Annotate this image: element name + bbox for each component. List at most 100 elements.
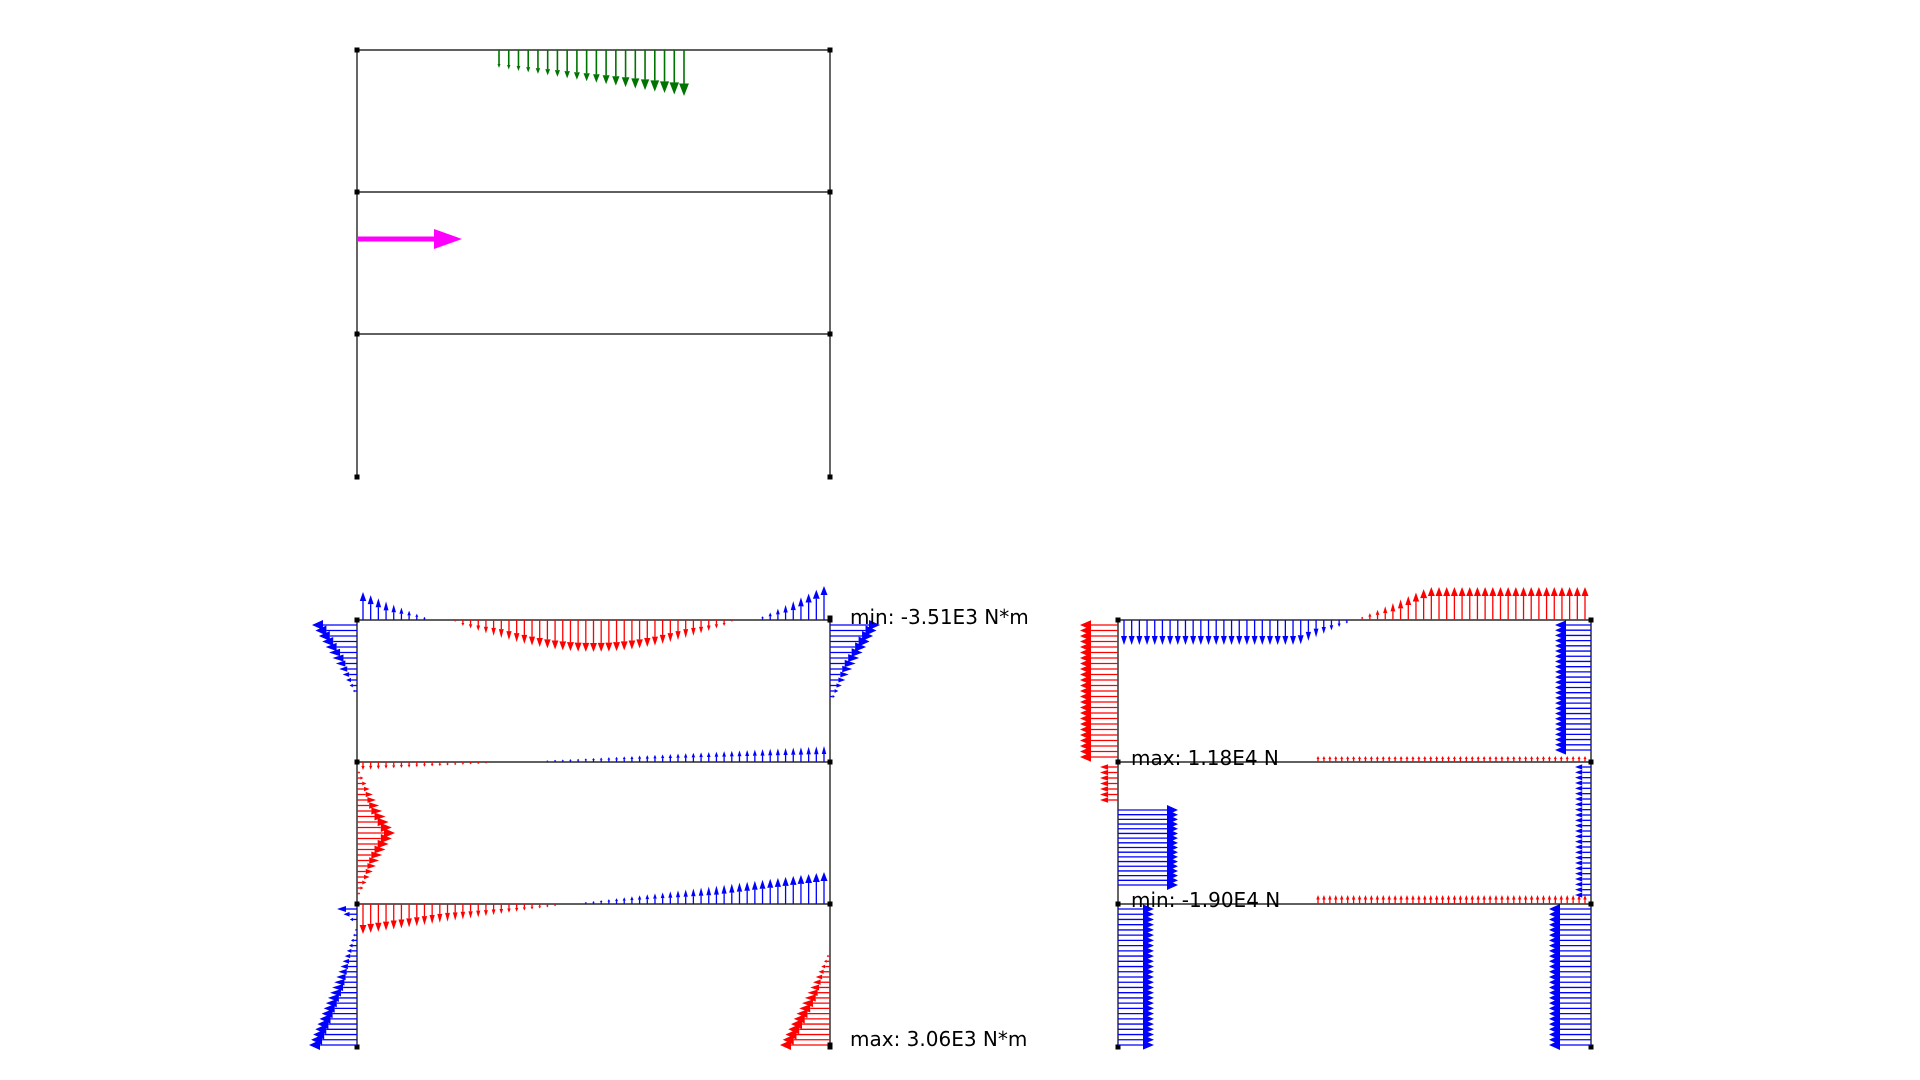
axial-right-col2-arrow-head	[1575, 764, 1583, 770]
moment-right-col3-arrow-head	[812, 979, 821, 985]
axial-top-beam-arrow-head	[1581, 587, 1589, 596]
axial-right-col2-arrow-head	[1575, 801, 1583, 807]
moment-right-col-neg-arrow-head	[858, 636, 870, 647]
moment-right-col3-arrow-head	[807, 989, 818, 996]
moment-low-beam-arrow-head	[774, 877, 781, 887]
axial-mid-beam-arrow-head	[1346, 756, 1350, 759]
moment-left-col2-arrow-head	[374, 812, 386, 821]
axial-top-beam-arrow-head	[1121, 636, 1127, 645]
model-frame-node	[354, 474, 360, 480]
moment-min-marker	[827, 615, 833, 621]
moment-right-col-neg-arrow-head	[862, 631, 874, 641]
moment-low-beam-arrow-head	[698, 887, 704, 896]
moment-mid-beam-arrow-head	[569, 759, 572, 761]
moment-top-beam-arrow-head	[375, 598, 382, 608]
axial-low-beam-arrow-head	[1393, 895, 1397, 900]
axial-right-col2-arrow-head	[1575, 775, 1583, 781]
axial-right-col2-arrow-head	[1575, 791, 1583, 797]
axial-mid-beam-arrow-head	[1429, 756, 1433, 759]
axial-max-label: max: 1.18E4 N	[1131, 746, 1279, 770]
moment-mid-beam-arrow-head	[745, 749, 750, 756]
moment-left-col2-arrow-head	[360, 776, 364, 780]
axial-top-beam-arrow-head	[1481, 587, 1489, 596]
moment-mid-beam-arrow-head	[453, 763, 457, 766]
moment-max-label: max: 3.06E3 N*m	[850, 1027, 1028, 1051]
distributed-load-arrow-head	[650, 80, 660, 92]
moment-low-beam-arrow-head	[460, 911, 466, 920]
axial-mid-beam-arrow-head	[1452, 756, 1456, 759]
moment-left-col2-arrow-head	[360, 886, 364, 890]
moment-top-beam-arrow-head	[613, 642, 621, 652]
moment-low-beam-arrow-head	[736, 882, 743, 892]
moment-left-col2-arrow-head	[377, 839, 389, 849]
moment-mid-beam-arrow-head	[630, 755, 634, 759]
axial-mid-beam-arrow-head	[1518, 756, 1522, 759]
axial-top-beam-arrow-head	[1243, 636, 1250, 645]
axial-top-beam-arrow-head	[1450, 587, 1458, 596]
moment-mid-beam-arrow-head	[645, 755, 649, 759]
moment-right-col-neg-arrow-head	[832, 695, 835, 698]
axial-low-beam-arrow-head	[1494, 895, 1498, 900]
axial-left-col2-red-arrow-head	[1100, 769, 1109, 776]
axial-top-beam-arrow-head	[1535, 587, 1543, 596]
moment-top-beam-arrow-head	[582, 642, 590, 652]
axial-mid-beam-arrow-head	[1458, 756, 1462, 759]
axial-low-beam-arrow-head	[1399, 895, 1403, 900]
axial-mid-beam-arrow-head	[1328, 756, 1332, 759]
distributed-load-arrow-head	[535, 68, 541, 74]
moment-top-beam-arrow-head	[566, 642, 574, 652]
moment-mid-beam-arrow-head	[553, 759, 557, 761]
moment-left-col2-arrow-head	[371, 807, 383, 815]
moment-left-col-arrow-head	[349, 683, 353, 688]
moment-left-col2-arrow-head	[369, 857, 380, 864]
axial-top-beam-arrow-head	[1427, 587, 1435, 596]
moment-top-beam-arrow-head	[644, 638, 651, 648]
moment-low-beam-arrow-head	[782, 876, 789, 886]
moment-top-beam-arrow-head	[636, 639, 643, 649]
moment-mid-beam-arrow-head	[775, 748, 780, 756]
moment-top-beam-arrow-head	[506, 631, 512, 641]
moment-top-beam-arrow-head	[399, 607, 404, 614]
axial-right-col2-arrow-head	[1575, 865, 1583, 871]
axial-top-beam-arrow-head	[1435, 587, 1443, 596]
axial-top-beam-arrow-head	[1566, 587, 1574, 596]
axial-top-beam-arrow-head	[1458, 587, 1466, 596]
moment-low-beam-arrow-head	[421, 916, 428, 926]
moment-low-beam-arrow-head	[637, 895, 642, 900]
axial-top-beam-arrow-head	[1504, 587, 1512, 596]
axial-top-beam-arrow-head	[1443, 587, 1451, 596]
axial-low-beam-arrow-head	[1411, 895, 1415, 900]
axial-left-col2-blue-arrow-head	[1167, 880, 1178, 890]
axial-top-beam-arrow-head	[1412, 592, 1420, 602]
moment-left-col2-arrow-head	[371, 851, 383, 859]
bending-moment-panel	[309, 586, 880, 1050]
axial-low-beam-arrow-head	[1357, 895, 1362, 900]
model-frame-node	[827, 474, 833, 480]
axial-low-beam-arrow-head	[1577, 895, 1581, 900]
distributed-load-arrow-head	[679, 83, 689, 96]
moment-low-beam-arrow-head	[406, 918, 412, 928]
moment-right-col3-arrow-head	[826, 954, 829, 958]
axial-top-beam-arrow-head	[1167, 636, 1174, 645]
axial-mid-beam-arrow-head	[1512, 756, 1516, 759]
axial-top-beam-arrow-head	[1136, 636, 1143, 645]
axial-mid-beam-arrow-head	[1530, 756, 1534, 759]
moment-left-col-arrow-head	[329, 648, 341, 657]
moment-left-col-arrow-head	[322, 637, 334, 646]
moment-left-col2-arrow-head	[367, 797, 376, 803]
moment-low-beam-arrow-head	[615, 898, 619, 902]
distributed-load-arrow-head	[669, 82, 680, 95]
moment-top-beam-arrow-head	[491, 627, 496, 636]
moment-low-beam-arrow-head	[375, 922, 382, 932]
axial-top-beam-arrow-head	[1228, 636, 1235, 645]
moment-left-col3-arrow-head	[349, 917, 354, 922]
moment-left-col3-arrow-head	[353, 933, 355, 937]
axial-top-beam-arrow-head	[1251, 636, 1258, 645]
axial-low-beam-arrow-head	[1334, 895, 1338, 900]
moment-mid-beam-arrow-head	[661, 754, 665, 759]
moment-top-beam-arrow-head	[574, 642, 582, 652]
axial-top-beam-arrow-head	[1205, 636, 1212, 645]
axial-left-col2-red-arrow-head	[1100, 775, 1109, 781]
distributed-load-arrow-head	[564, 71, 570, 79]
